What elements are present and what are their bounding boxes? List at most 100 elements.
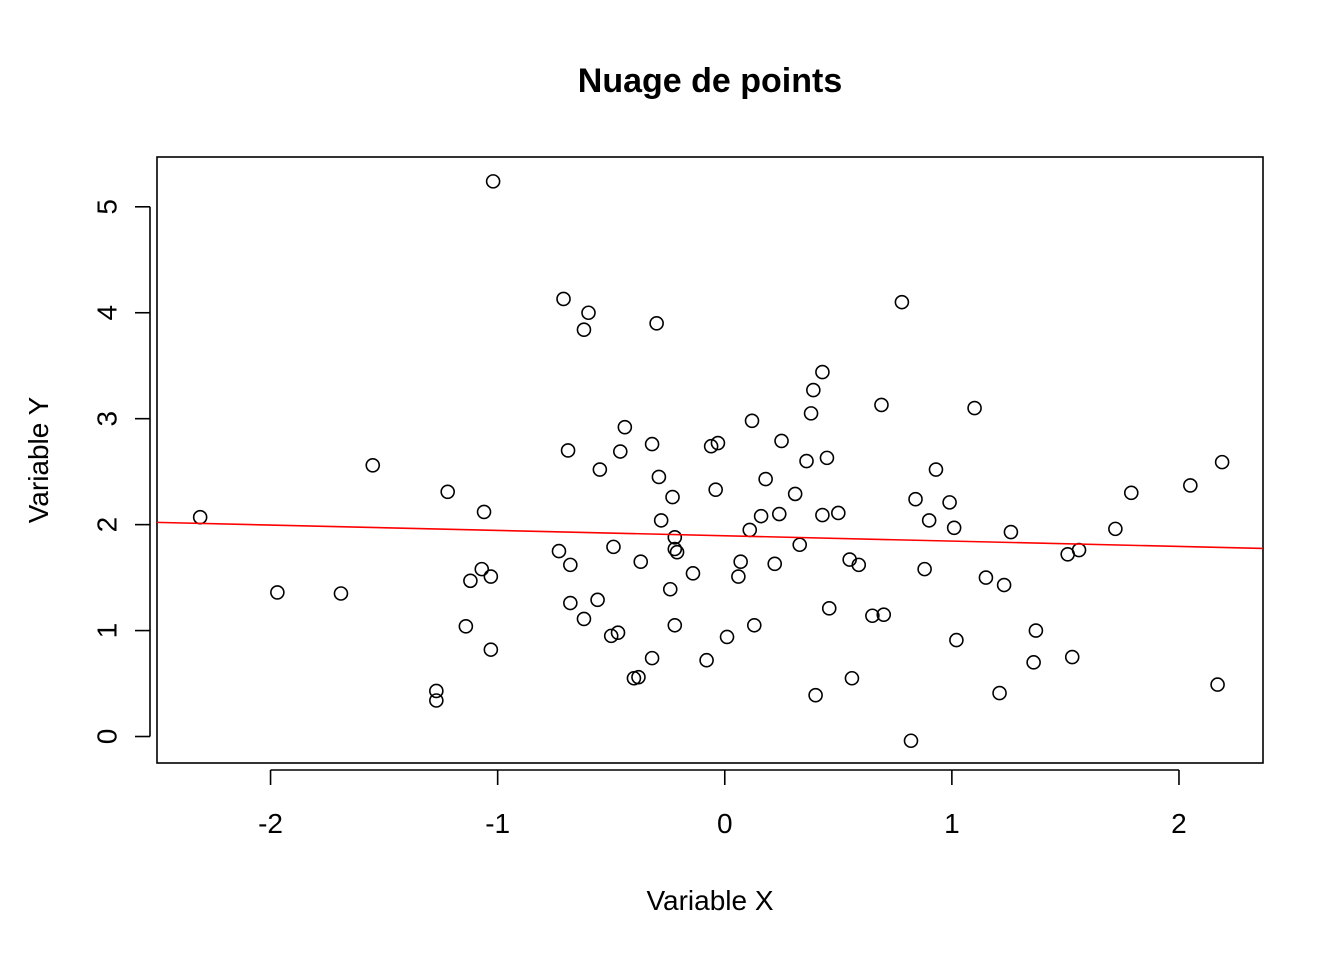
data-point bbox=[590, 592, 605, 608]
data-point bbox=[928, 462, 944, 477]
data-point bbox=[667, 617, 683, 633]
data-point bbox=[942, 495, 957, 510]
data-point bbox=[1183, 478, 1198, 493]
data-point bbox=[767, 556, 783, 572]
data-point bbox=[742, 522, 758, 538]
y-tick-label: 4 bbox=[91, 305, 122, 321]
y-tick-label: 1 bbox=[91, 623, 122, 639]
data-point bbox=[483, 569, 499, 584]
x-axis-label: Variable X bbox=[646, 885, 773, 916]
y-axis-label: Variable Y bbox=[23, 396, 54, 523]
data-point bbox=[699, 652, 714, 668]
data-point bbox=[560, 443, 576, 458]
x-tick-label: 0 bbox=[717, 808, 733, 839]
regression-line bbox=[156, 521, 1264, 550]
data-point bbox=[703, 438, 719, 454]
data-point bbox=[1026, 655, 1041, 670]
data-point bbox=[815, 507, 830, 523]
data-point bbox=[874, 397, 889, 413]
data-point bbox=[653, 513, 669, 528]
data-point bbox=[665, 489, 680, 505]
data-point bbox=[821, 601, 837, 616]
x-tick-label: 2 bbox=[1171, 808, 1187, 839]
data-point bbox=[662, 581, 678, 597]
data-point bbox=[808, 687, 823, 703]
data-point bbox=[610, 625, 626, 640]
data-point bbox=[831, 505, 846, 521]
data-point bbox=[633, 554, 649, 570]
data-point bbox=[685, 566, 701, 581]
data-point bbox=[774, 433, 789, 449]
data-point bbox=[803, 406, 819, 421]
data-point bbox=[708, 482, 723, 497]
data-point bbox=[758, 471, 773, 487]
data-point bbox=[612, 444, 628, 459]
data-point bbox=[876, 607, 892, 622]
data-point bbox=[485, 174, 501, 189]
data-point bbox=[563, 595, 578, 611]
data-point bbox=[806, 382, 821, 398]
data-point bbox=[429, 683, 444, 699]
data-point bbox=[474, 561, 490, 577]
y-tick-label: 3 bbox=[91, 411, 122, 427]
data-point bbox=[719, 629, 735, 645]
data-point bbox=[563, 557, 578, 573]
data-point bbox=[429, 693, 444, 708]
data-point bbox=[746, 617, 762, 633]
data-point bbox=[946, 520, 962, 536]
data-point bbox=[903, 733, 919, 749]
data-point bbox=[731, 569, 746, 584]
data-point bbox=[576, 611, 592, 627]
x-tick-label: -1 bbox=[485, 808, 510, 839]
data-point bbox=[753, 508, 769, 524]
data-point bbox=[192, 509, 208, 525]
data-point bbox=[476, 504, 492, 520]
data-point bbox=[1028, 623, 1044, 638]
data-point bbox=[669, 544, 685, 560]
data-point bbox=[949, 632, 964, 648]
data-point bbox=[576, 322, 592, 337]
y-tick-label: 5 bbox=[91, 199, 122, 215]
data-point bbox=[792, 537, 808, 553]
data-point bbox=[894, 294, 910, 310]
data-point bbox=[1210, 677, 1225, 692]
data-point bbox=[606, 539, 621, 555]
x-tick-label: -2 bbox=[258, 808, 283, 839]
data-point bbox=[458, 619, 474, 634]
data-point bbox=[631, 669, 646, 685]
data-point bbox=[799, 453, 814, 469]
data-point bbox=[617, 419, 633, 435]
data-point bbox=[1123, 485, 1139, 501]
data-point bbox=[651, 469, 667, 485]
data-point bbox=[649, 316, 664, 331]
data-point bbox=[978, 570, 994, 585]
data-point bbox=[1214, 454, 1230, 470]
data-point bbox=[667, 530, 683, 545]
data-point bbox=[844, 670, 860, 686]
data-point bbox=[1003, 524, 1019, 540]
data-point bbox=[333, 586, 349, 601]
data-point bbox=[865, 608, 880, 624]
data-point bbox=[463, 573, 478, 589]
x-tick-label: 1 bbox=[944, 808, 960, 839]
data-point bbox=[967, 400, 982, 416]
data-point bbox=[483, 642, 499, 657]
data-point bbox=[996, 577, 1012, 593]
data-point bbox=[744, 413, 760, 429]
data-point bbox=[581, 305, 596, 321]
data-point bbox=[710, 435, 726, 451]
y-tick-label: 2 bbox=[91, 517, 122, 533]
data-point bbox=[644, 436, 660, 452]
data-point bbox=[851, 557, 867, 573]
data-point bbox=[917, 561, 932, 577]
data-point bbox=[1071, 542, 1087, 558]
data-point bbox=[365, 457, 381, 473]
plot-frame bbox=[156, 156, 1264, 764]
data-point bbox=[787, 486, 803, 502]
y-tick-label: 0 bbox=[91, 729, 122, 745]
data-point bbox=[440, 484, 455, 500]
data-point bbox=[556, 291, 571, 307]
data-point bbox=[992, 685, 1007, 701]
data-point bbox=[1108, 521, 1123, 537]
